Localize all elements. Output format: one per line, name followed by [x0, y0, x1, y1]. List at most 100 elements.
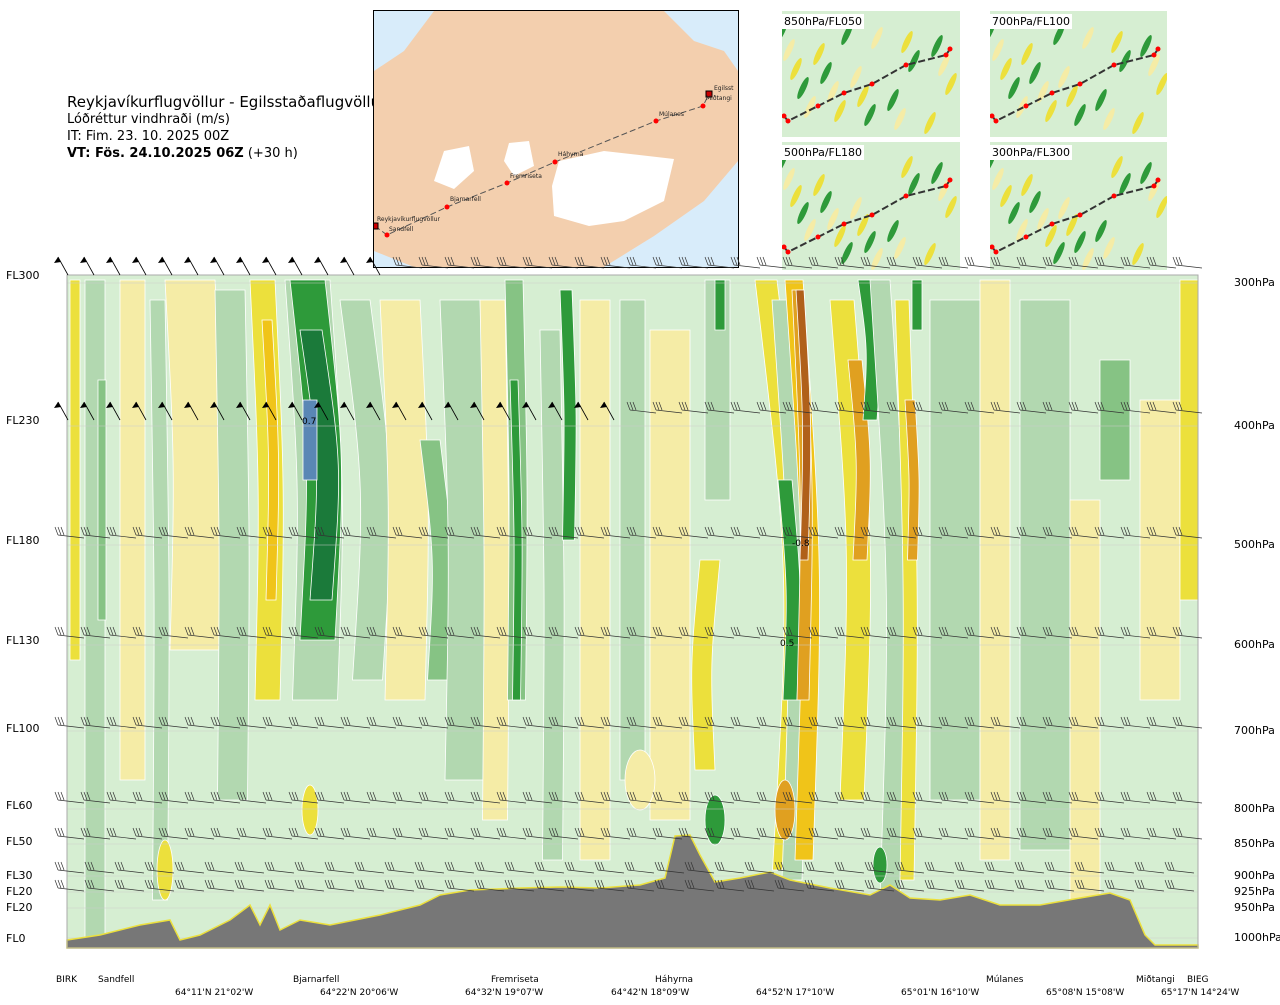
barb-staff: [1149, 835, 1177, 840]
barb-staff: [135, 534, 163, 539]
barb-tick: [395, 791, 400, 801]
barb-tick: [777, 861, 782, 871]
panel-field-cell: [1029, 62, 1041, 84]
wind-barb: [730, 791, 761, 804]
wind-barb: [340, 827, 371, 840]
panel-field-cell: [1156, 73, 1167, 95]
contour-band: [539, 329, 565, 861]
wind-barb: [1134, 861, 1165, 874]
panel-850: 850hPa/FL050: [782, 11, 960, 137]
map-svg: ReykjavíkurflugvöllurSandfellBjarnarfell…: [374, 11, 738, 267]
panel-field-cell: [924, 243, 936, 265]
panel-station-marker: [947, 177, 953, 183]
barb-tick: [499, 626, 504, 636]
contour-band: [857, 279, 881, 421]
barb-tick: [444, 626, 449, 636]
barb-tick: [1110, 879, 1115, 889]
barb-tick: [900, 879, 905, 889]
barb-tick: [710, 626, 715, 636]
barb-tick: [840, 861, 845, 871]
barb-staff: [1077, 887, 1105, 892]
barb-tick: [944, 526, 949, 536]
panel-station-marker: [1077, 212, 1083, 218]
barb-staff: [1175, 409, 1203, 414]
wind-barb: [144, 879, 175, 892]
panel-field-cell: [813, 174, 825, 196]
barb-tick: [810, 879, 815, 889]
barb-tick: [892, 626, 897, 636]
barb-tick: [327, 861, 332, 871]
panel-field-cell: [820, 191, 832, 213]
barb-tick: [1172, 526, 1177, 536]
barb-tick: [264, 879, 269, 889]
barb-staff: [551, 724, 579, 729]
barb-tick: [837, 716, 842, 726]
barb-tick: [346, 716, 351, 726]
barb-tick: [954, 879, 959, 889]
barb-tick: [1152, 401, 1157, 411]
barb-tick: [507, 861, 512, 871]
wind-barb: [782, 716, 813, 729]
barb-tick: [548, 827, 553, 837]
barb-tick: [814, 401, 819, 411]
wind-barb: [652, 626, 683, 639]
barb-tick: [1100, 791, 1105, 801]
barb-tick: [892, 716, 897, 726]
barb-staff: [707, 409, 735, 414]
barb-tick: [756, 827, 761, 837]
barb-tick: [808, 827, 813, 837]
wind-barb: [954, 879, 985, 892]
panel-field-cell: [1021, 174, 1033, 196]
wind-barb: [158, 791, 189, 804]
barb-staff: [993, 634, 1021, 639]
barb-staff: [1045, 724, 1073, 729]
barb-staff: [239, 634, 267, 639]
barb-tick: [132, 827, 137, 837]
barb-tick: [870, 879, 875, 889]
barb-tick: [652, 827, 657, 837]
wind-barb: [236, 526, 267, 539]
barb-tick: [1048, 626, 1053, 636]
barb-tick: [1178, 716, 1183, 726]
panel-field-cell: [797, 202, 809, 224]
barb-tick: [354, 861, 359, 871]
wind-barb: [1016, 716, 1047, 729]
barb-tick: [967, 827, 972, 837]
wind-barb: [1146, 716, 1177, 729]
barb-staff: [811, 409, 839, 414]
barb-tick: [476, 716, 481, 726]
barb-tick: [788, 716, 793, 726]
barb-tick: [747, 861, 752, 871]
barb-tick: [629, 791, 634, 801]
barb-tick: [756, 401, 761, 411]
barb-staff: [473, 534, 501, 539]
barb-tick: [600, 827, 605, 837]
barb-tick: [554, 827, 559, 837]
barb-tick: [522, 827, 527, 837]
barb-tick: [216, 827, 221, 837]
barb-flag: [288, 257, 295, 263]
barb-tick: [814, 716, 819, 726]
barb-tick: [1077, 861, 1082, 871]
barb-staff: [499, 634, 527, 639]
barb-tick: [1120, 626, 1125, 636]
wind-barb: [912, 791, 943, 804]
barb-tick: [317, 827, 322, 837]
barb-tick: [414, 879, 419, 889]
barb-tick: [944, 626, 949, 636]
barb-tick: [652, 626, 657, 636]
barb-tick: [1126, 626, 1131, 636]
barb-staff: [357, 887, 385, 892]
airport-marker: [374, 222, 379, 230]
wind-barb: [1146, 401, 1177, 414]
barb-staff: [239, 724, 267, 729]
barb-staff: [1175, 264, 1203, 269]
barb-tick: [424, 626, 429, 636]
barb-tick: [970, 526, 975, 536]
barb-tick: [132, 626, 137, 636]
barb-staff: [135, 401, 147, 421]
barb-tick: [889, 716, 894, 726]
wind-barb: [730, 716, 761, 729]
barb-staff: [525, 401, 537, 421]
barb-tick: [54, 526, 59, 536]
